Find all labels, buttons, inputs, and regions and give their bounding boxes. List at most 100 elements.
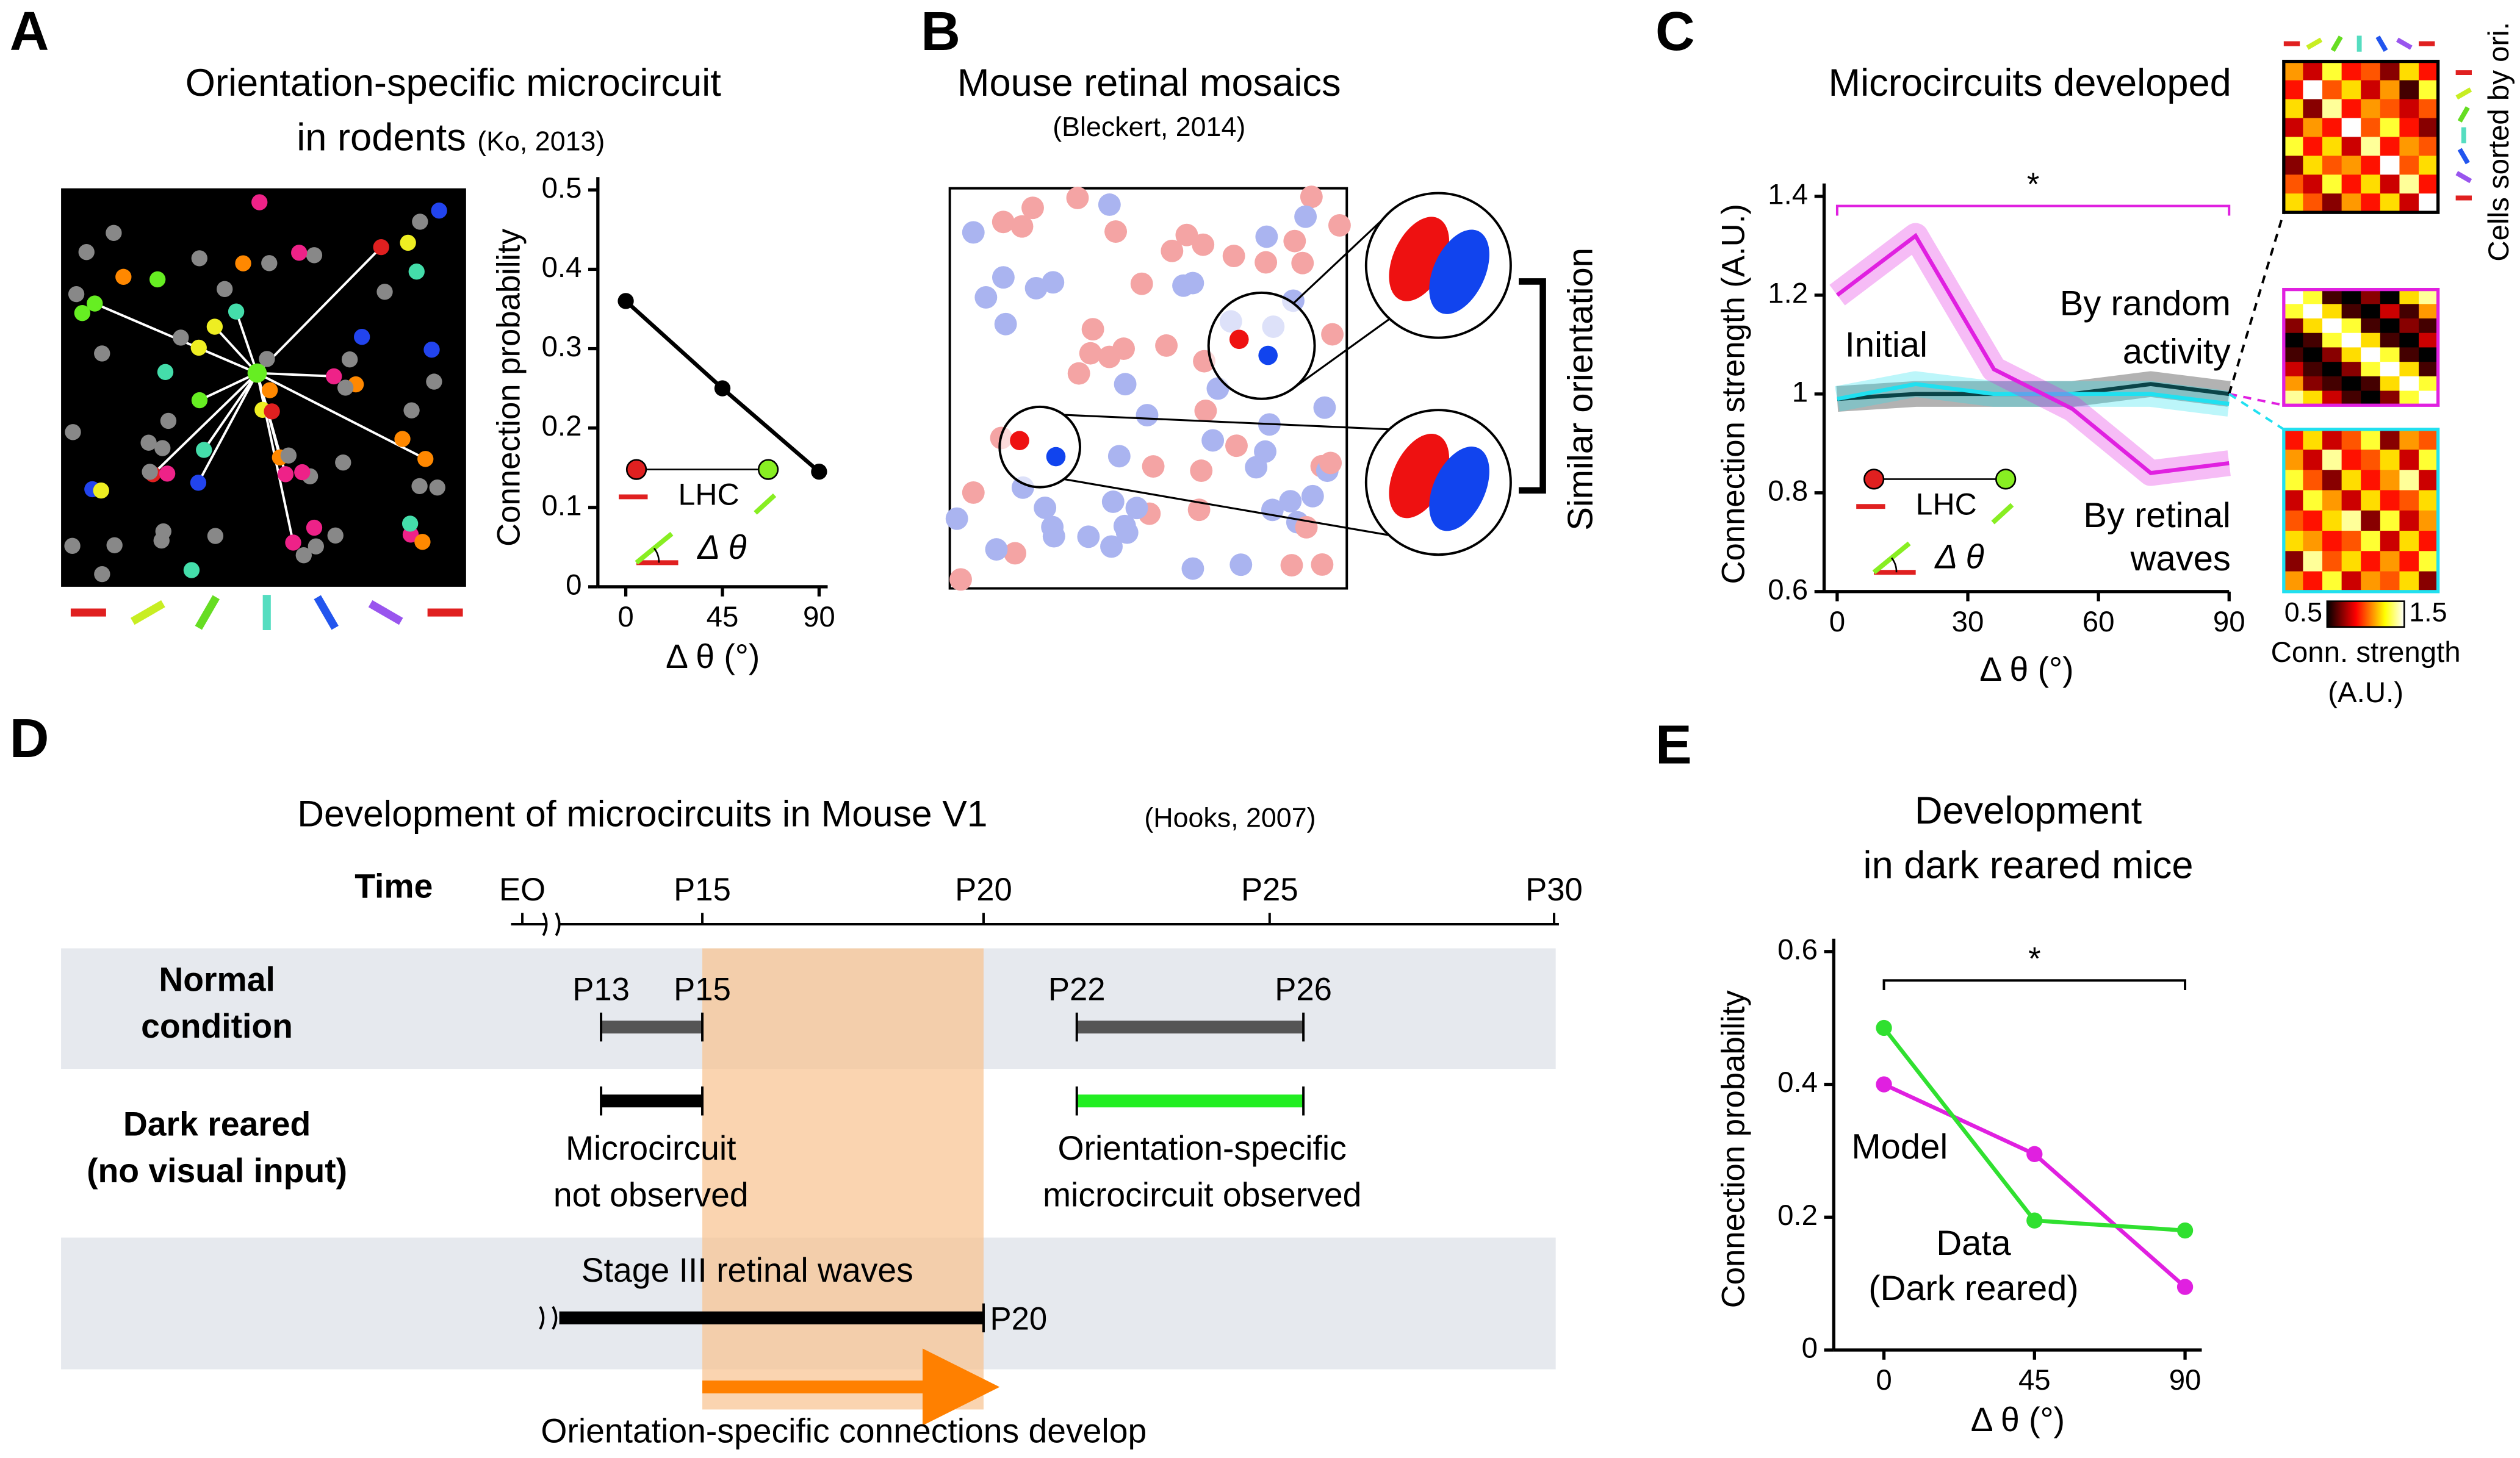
series-label: activity bbox=[2123, 332, 2231, 371]
neuron bbox=[291, 245, 308, 261]
heatmap-cell bbox=[2341, 332, 2362, 348]
heatmap-cell bbox=[2419, 156, 2439, 176]
neuron bbox=[235, 255, 251, 271]
mosaic-cell bbox=[1079, 342, 1102, 365]
data-point bbox=[2026, 1212, 2043, 1229]
neuron bbox=[78, 244, 95, 260]
heatmap-cell bbox=[2283, 390, 2304, 406]
heatmap-cell bbox=[2341, 318, 2362, 334]
neuron bbox=[403, 402, 420, 418]
mosaic-cell bbox=[1081, 318, 1104, 341]
stage-label: P13 bbox=[572, 972, 630, 1008]
heatmap-cell bbox=[2303, 531, 2323, 552]
heatmap-cell bbox=[2322, 174, 2342, 195]
angle-arc bbox=[1891, 557, 1898, 573]
panel-title: Orientation-specific microcircuit bbox=[185, 62, 721, 104]
heatmap-cell bbox=[2399, 318, 2419, 334]
heatmap-cell bbox=[2380, 304, 2400, 319]
panel-label: D bbox=[10, 708, 49, 769]
neuron bbox=[341, 351, 358, 368]
heatmap-cell bbox=[2419, 362, 2439, 377]
heatmap-cell bbox=[2361, 390, 2381, 406]
zoom-line bbox=[1064, 414, 1391, 431]
mosaic-cell bbox=[1010, 215, 1034, 238]
heatmap-cell bbox=[2341, 429, 2362, 450]
mosaic-cell bbox=[1283, 229, 1306, 253]
heatmap-cell bbox=[2341, 118, 2362, 138]
neuron bbox=[423, 342, 440, 358]
neuron bbox=[400, 234, 416, 251]
mosaic-cell bbox=[1311, 553, 1334, 576]
inset-dot bbox=[1995, 469, 2017, 490]
zoom-circle bbox=[998, 405, 1081, 489]
heatmap-cell bbox=[2361, 304, 2381, 319]
y-tick-label: 0.4 bbox=[1777, 1066, 1818, 1099]
heatmap-cell bbox=[2419, 531, 2439, 552]
neuron bbox=[106, 224, 122, 241]
series-label: By retinal bbox=[2083, 496, 2231, 535]
mosaic-cell bbox=[1194, 399, 1217, 422]
data-point bbox=[811, 464, 827, 480]
neuron bbox=[327, 527, 344, 544]
significance-bracket bbox=[1835, 204, 2231, 216]
cell-red bbox=[1229, 329, 1249, 350]
mosaic-cell bbox=[974, 286, 998, 309]
critical-period bbox=[702, 948, 984, 1410]
mosaic-cell bbox=[1034, 496, 1057, 519]
row-label: Time bbox=[355, 867, 433, 905]
mosaic-cell bbox=[1225, 434, 1248, 458]
significance-star: * bbox=[2028, 941, 2041, 977]
heatmap-cell bbox=[2283, 362, 2304, 377]
neuron bbox=[426, 373, 442, 390]
panel-title: in rodents bbox=[297, 116, 466, 159]
citation: (Bleckert, 2014) bbox=[1053, 112, 1245, 142]
heatmap-cell bbox=[2283, 376, 2304, 392]
zoom-line bbox=[1064, 478, 1391, 537]
neuron bbox=[401, 515, 419, 532]
mosaic-cell bbox=[1192, 233, 1215, 256]
orientation-bar bbox=[314, 595, 339, 630]
heatmap-cell bbox=[2283, 490, 2304, 511]
heatmap-cell bbox=[2419, 571, 2439, 592]
heatmap-cell bbox=[2380, 332, 2400, 348]
heatmap-cell bbox=[2303, 304, 2323, 319]
heatmap-cell bbox=[2399, 531, 2419, 552]
heatmap-cell bbox=[2399, 551, 2419, 572]
panel-title: in dark reared mice bbox=[1863, 844, 2194, 887]
mosaic-cell bbox=[1101, 490, 1125, 513]
heatmap-cell bbox=[2419, 318, 2439, 334]
neuron bbox=[295, 547, 312, 564]
heatmap-cell bbox=[2322, 332, 2342, 348]
heatmap-cell bbox=[2341, 551, 2362, 572]
x-tick-label: 45 bbox=[2018, 1364, 2051, 1396]
neuron bbox=[160, 412, 177, 429]
orientation-bar bbox=[130, 600, 165, 625]
heatmap-cell bbox=[2283, 80, 2304, 100]
stage-label: P20 bbox=[990, 1301, 1048, 1337]
heatmap-cell bbox=[2399, 470, 2419, 491]
heatmap-cell bbox=[2341, 470, 2362, 491]
mosaic-cell bbox=[1175, 223, 1198, 246]
heatmap-cell bbox=[2283, 571, 2304, 592]
mosaic-cell bbox=[1201, 429, 1225, 452]
neuron bbox=[183, 562, 200, 578]
heatmap-cell bbox=[2380, 80, 2400, 100]
heatmap-cell bbox=[2283, 99, 2304, 119]
neuron bbox=[261, 382, 278, 398]
neuron bbox=[280, 447, 297, 464]
mosaic-cell bbox=[962, 481, 985, 504]
mosaic-cell bbox=[992, 266, 1015, 289]
inset-bar bbox=[1991, 503, 2014, 525]
mosaic-cell bbox=[1280, 554, 1303, 576]
neuron bbox=[94, 345, 110, 362]
mosaic-cell bbox=[1042, 271, 1065, 294]
heatmap-cell bbox=[2322, 571, 2342, 592]
neuron bbox=[157, 364, 174, 380]
heatmap-cell bbox=[2361, 347, 2381, 362]
heatmap-cell bbox=[2399, 362, 2419, 377]
mosaic-cell bbox=[1291, 251, 1314, 275]
neuron bbox=[373, 239, 389, 256]
heatmap-cell bbox=[2361, 362, 2381, 377]
neuron bbox=[64, 537, 81, 555]
